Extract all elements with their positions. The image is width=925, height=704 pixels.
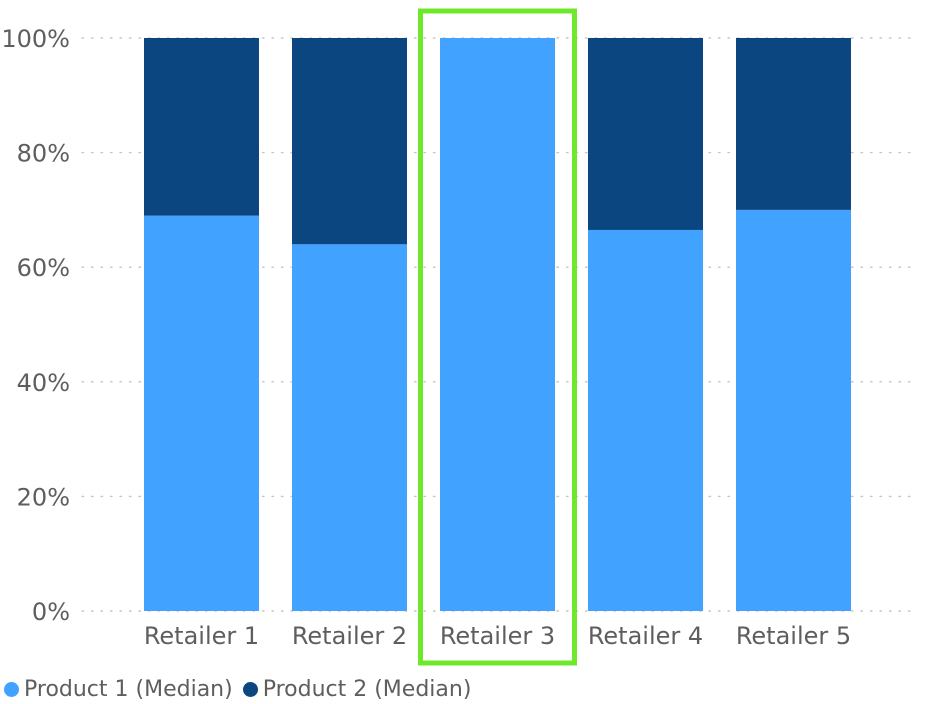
legend-label-product-1: Product 1 (Median) [24, 676, 233, 702]
y-tick-label: 20% [17, 483, 70, 511]
x-axis: Retailer 1 Retailer 2 Retailer 3 Retailer 4… [144, 622, 851, 650]
x-tick-label: Retailer 4 [588, 622, 703, 650]
x-tick-label: Retailer 3 [440, 622, 555, 650]
y-tick-label: 40% [17, 369, 70, 397]
x-tick-label: Retailer 1 [144, 622, 259, 650]
legend-swatch-product-2 [242, 681, 258, 697]
x-tick-label: Retailer 2 [292, 622, 407, 650]
legend-swatch-product-1 [4, 681, 19, 697]
bar-segment-series-1[interactable] [144, 215, 259, 611]
legend: Product 1 (Median) Product 2 (Median) [4, 674, 481, 704]
y-axis: 0% 20% 40% 60% 80% 100% [1, 25, 70, 626]
bar-segment-series-1[interactable] [292, 244, 407, 611]
y-tick-label: 60% [17, 254, 70, 282]
x-tick-label: Retailer 5 [736, 622, 851, 650]
bar-segment-series-2[interactable] [292, 38, 407, 245]
bar-segment-series-2[interactable] [144, 38, 259, 216]
highlight-rectangle [418, 8, 577, 666]
y-tick-label: 0% [32, 598, 70, 626]
legend-item-product-2[interactable]: Product 2 (Median) [242, 676, 472, 702]
legend-label-product-2: Product 2 (Median) [262, 676, 472, 702]
y-tick-label: 100% [1, 25, 70, 53]
bars [144, 38, 851, 611]
bar-segment-series-1[interactable] [588, 229, 703, 611]
bar-segment-series-1[interactable] [440, 38, 555, 611]
legend-item-product-1[interactable]: Product 1 (Median) [4, 677, 233, 702]
bar-segment-series-1[interactable] [736, 209, 851, 611]
y-tick-label: 80% [17, 140, 70, 168]
bar-segment-series-2[interactable] [588, 38, 703, 230]
bar-segment-series-2[interactable] [736, 38, 851, 210]
highlight-box [418, 8, 577, 666]
